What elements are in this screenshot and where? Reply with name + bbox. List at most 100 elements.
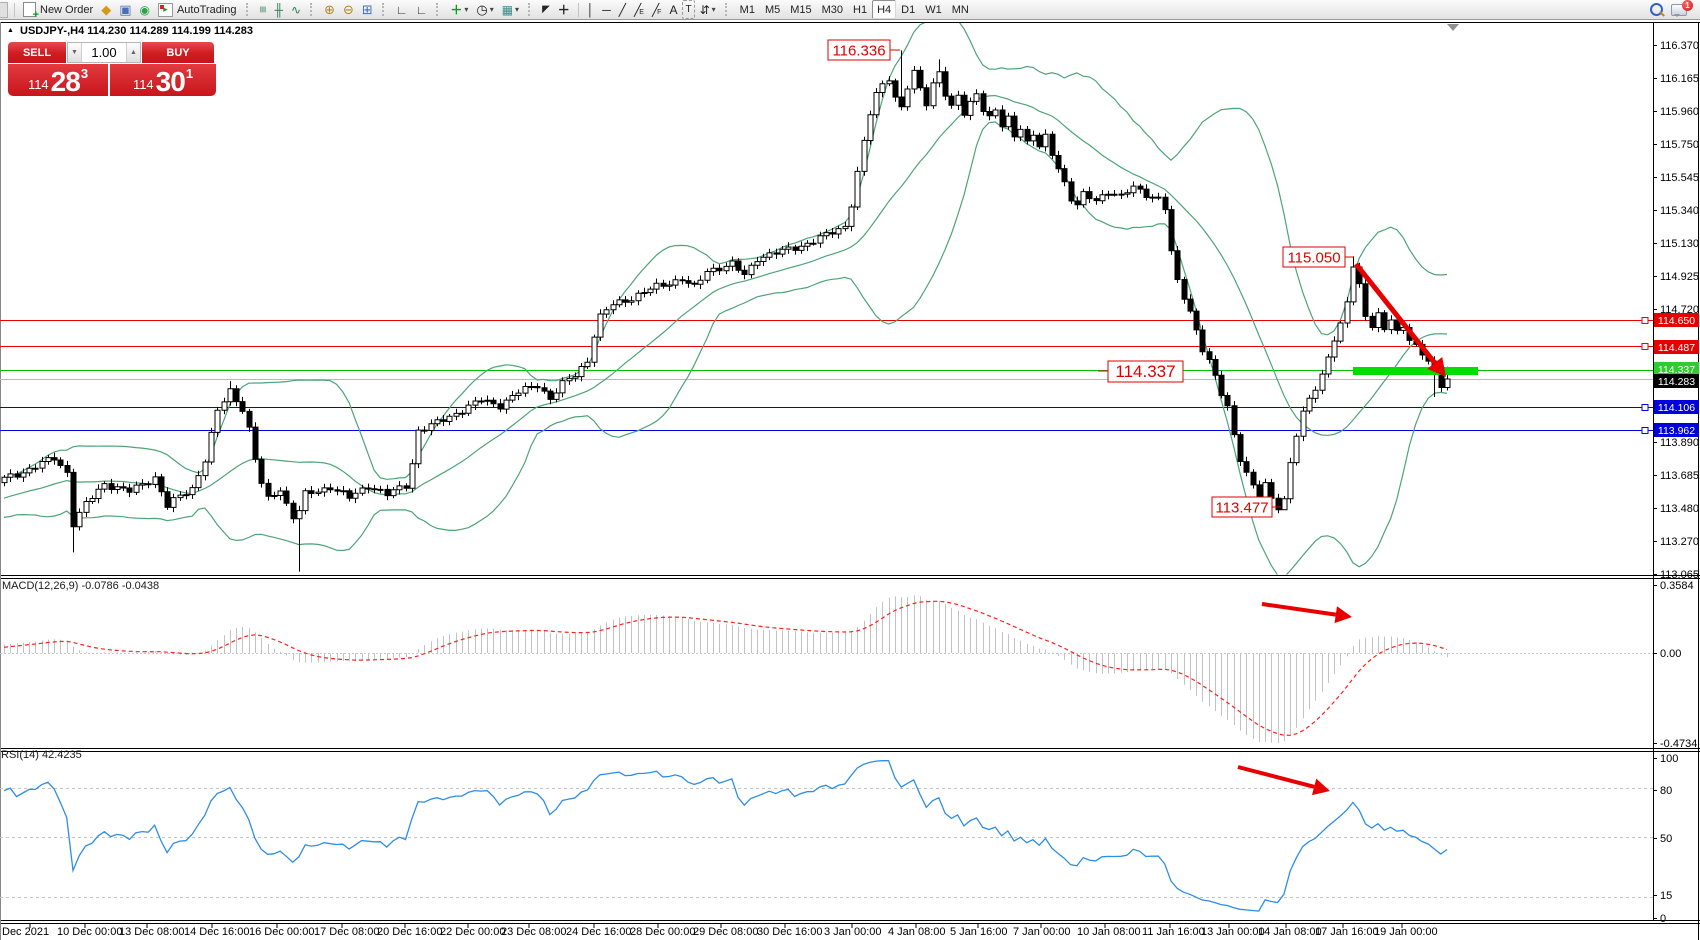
timeframe-d1[interactable]: D1 (901, 3, 916, 16)
svg-text:113.480: 113.480 (1660, 503, 1699, 515)
price-callout-115.050[interactable]: 115.050 (1282, 246, 1354, 268)
bollinger-lower (3, 121, 1448, 575)
price-callout-116.336[interactable]: 116.336 (827, 39, 900, 61)
chart-axes-icon[interactable]: ∟ (395, 2, 408, 17)
main-toolbar: + New Order ◆ ▣ ◉ ▸ AutoTrading ≡ ╫ ∿ ⊕ … (0, 0, 1700, 21)
zoom-in-icon[interactable]: ⊕ (324, 1, 335, 17)
cursor-tool[interactable]: ◤ (542, 3, 550, 15)
autotrading-button[interactable]: ▸ AutoTrading (155, 1, 240, 18)
volume-input[interactable]: 1.00 (91, 45, 117, 60)
svg-text:28 Dec 00:00: 28 Dec 00:00 (630, 926, 695, 938)
rsi-line (3, 759, 1448, 912)
trendline-tool[interactable]: ╱ (618, 2, 627, 17)
sell-price-button[interactable]: 114 28 3 (8, 64, 108, 96)
svg-text:50: 50 (1660, 833, 1672, 845)
timeframe-w1[interactable]: W1 (925, 3, 942, 16)
green-highlight-zone[interactable] (1353, 367, 1478, 375)
market-watch-icon[interactable]: ◆ (101, 1, 112, 17)
candlestick-chart-icon[interactable]: ╫ (274, 2, 284, 17)
buy-price-handle: 114 (132, 77, 154, 92)
svg-text:113.270: 113.270 (1660, 536, 1699, 548)
timeframe-m15[interactable]: M15 (790, 3, 812, 16)
rsi-indicator-label: RSI(14) 42.4235 (1, 749, 82, 761)
svg-text:113.962: 113.962 (1658, 425, 1695, 437)
trend-arrow-rsi[interactable] (1237, 765, 1330, 796)
svg-text:24 Dec 16:00: 24 Dec 16:00 (566, 926, 631, 938)
svg-text:113.890: 113.890 (1660, 437, 1699, 449)
channel-tool[interactable]: ╱ E (634, 2, 644, 17)
svg-text:115.340: 115.340 (1660, 205, 1699, 217)
svg-text:114.337: 114.337 (1115, 362, 1175, 381)
signal-icon[interactable]: ◉ (139, 2, 150, 17)
bar-chart-icon[interactable]: ≡ (256, 5, 271, 14)
tile-windows-icon[interactable]: ⊞ (361, 1, 373, 17)
text-label-tool[interactable]: T (682, 0, 695, 19)
sell-button[interactable]: SELL (8, 42, 66, 63)
price-axis[interactable]: 116.370 116.165 115.960 115.750 115.545 115.3… (1653, 40, 1699, 581)
svg-text:114.487: 114.487 (1658, 342, 1695, 354)
arrows-tool[interactable]: ⇵ ▾ (699, 2, 716, 17)
svg-text:22 Dec 00:00: 22 Dec 00:00 (440, 926, 505, 938)
data-window-icon[interactable]: ▣ (119, 1, 132, 17)
periods-button[interactable]: ◷ ▾ (476, 1, 494, 17)
svg-text:115.750: 115.750 (1660, 139, 1699, 151)
symbol-ohlc-text: USDJPY-,H4 114.230 114.289 114.199 114.2… (20, 25, 254, 37)
horizontal-level-lines[interactable] (0, 317, 1653, 434)
zoom-out-icon[interactable]: ⊖ (343, 1, 354, 17)
line-chart-icon[interactable]: ∿ (291, 2, 302, 17)
svg-text:13 Jan 00:00: 13 Jan 00:00 (1201, 926, 1265, 938)
svg-text:114.650: 114.650 (1658, 315, 1695, 327)
new-order-label: New Order (40, 3, 94, 16)
buy-button[interactable]: BUY (142, 42, 214, 63)
svg-text:30 Dec 16:00: 30 Dec 16:00 (757, 926, 822, 938)
volume-increase-button[interactable]: ▲ (126, 43, 140, 62)
trend-arrow-macd[interactable] (1261, 602, 1352, 624)
crosshair-tool[interactable]: ＋ (557, 2, 570, 17)
symbol-marker-icon: ▲ (7, 27, 14, 34)
add-indicator-button[interactable]: ＋ ▾ (450, 2, 469, 17)
price-callout-114.337[interactable]: 114.337 (1098, 360, 1184, 383)
timeframe-h1[interactable]: H1 (853, 3, 868, 16)
add-indicator-icon: ＋ (450, 2, 463, 17)
search-button[interactable] (1647, 1, 1666, 18)
svg-text:114.106: 114.106 (1658, 402, 1695, 414)
notifications-button[interactable]: 1 (1668, 0, 1693, 18)
timeframe-switcher: M1 M5 M15 M30 H1 H4 D1 W1 MN (735, 0, 974, 19)
svg-text:113.477: 113.477 (1215, 500, 1268, 517)
buy-price-button[interactable]: 114 30 1 (110, 64, 216, 96)
price-badge-114.283: 114.283 (1654, 374, 1699, 388)
cut-toolbar-icon (0, 1, 8, 18)
templates-button[interactable]: ▦ ▾ (501, 2, 520, 17)
timeframe-m30[interactable]: M30 (821, 3, 844, 16)
timeframe-m5[interactable]: M5 (764, 3, 781, 16)
timeframe-h4[interactable]: H4 (872, 0, 897, 19)
horizontal-line-tool[interactable]: ─ (602, 2, 611, 17)
one-click-trade-panel: SELL ▼ 1.00 ▲ BUY 114 28 3 114 30 1 (8, 42, 216, 96)
volume-decrease-button[interactable]: ▼ (68, 43, 82, 62)
svg-text:115.960: 115.960 (1660, 106, 1699, 118)
svg-text:0.3584: 0.3584 (1660, 580, 1694, 592)
svg-text:13 Dec 08:00: 13 Dec 08:00 (119, 926, 184, 938)
text-tool[interactable]: A (669, 2, 678, 17)
svg-text:4 Jan 08:00: 4 Jan 08:00 (888, 926, 946, 938)
svg-text:11 Jan 16:00: 11 Jan 16:00 (1142, 926, 1205, 938)
svg-text:116.165: 116.165 (1660, 73, 1699, 85)
price-callout-113.477[interactable]: 113.477 (1211, 496, 1281, 518)
svg-text:-0.4734: -0.4734 (1660, 738, 1697, 750)
timeframe-m1[interactable]: M1 (739, 3, 755, 16)
new-order-icon: + (23, 2, 39, 21)
svg-text:5 Jan 16:00: 5 Jan 16:00 (950, 926, 1008, 938)
timeframe-mn[interactable]: MN (951, 3, 969, 16)
buy-price-point: 1 (185, 66, 194, 81)
trend-arrow-main[interactable] (1354, 262, 1446, 377)
chart-axes-alt-icon[interactable]: ∟ (415, 2, 428, 17)
svg-text:17 Dec 08:00: 17 Dec 08:00 (314, 926, 379, 938)
svg-text:115.545: 115.545 (1660, 172, 1699, 184)
volume-box: ▼ 1.00 ▲ (67, 42, 141, 63)
new-order-button[interactable]: + New Order (20, 1, 96, 21)
fibonacci-tool[interactable]: ╱ F (651, 2, 662, 17)
vertical-line-tool[interactable]: │ (586, 2, 595, 17)
svg-text:Dec 2021: Dec 2021 (2, 926, 49, 938)
